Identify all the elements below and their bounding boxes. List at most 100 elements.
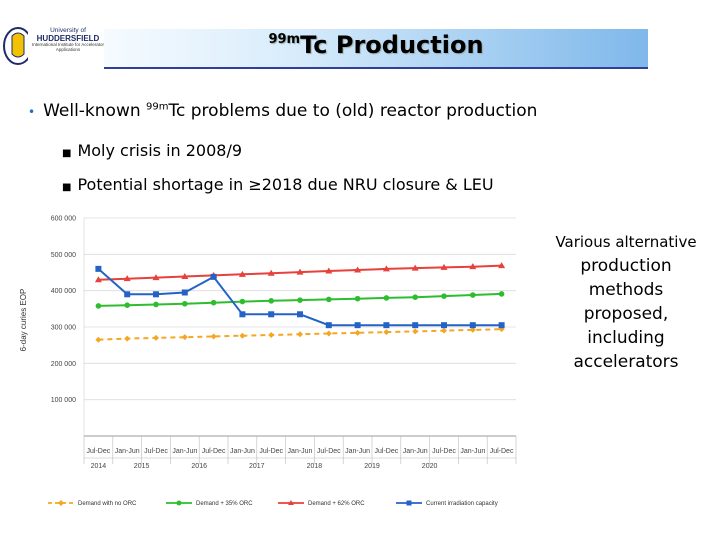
x-category-label: Jul-Dec: [87, 448, 111, 455]
logo-line-3: International Institute for Accelerator …: [31, 42, 105, 52]
data-point: [153, 291, 159, 298]
data-point: [354, 329, 361, 336]
data-point: [440, 263, 448, 270]
legend-label: Current irradiation capacity: [426, 501, 498, 507]
x-category-label: Jul-Dec: [144, 448, 168, 455]
x-year-label: 2016: [191, 463, 207, 470]
data-point: [441, 327, 447, 334]
logo-text: University of HUDDERSFIELD International…: [28, 27, 108, 53]
slide-title: 99mTc Production: [104, 31, 648, 59]
data-point: [354, 322, 361, 329]
data-point: [469, 322, 476, 329]
main-bullet-pre: Well-known: [43, 101, 147, 121]
x-axis: Jul-Dec Jan-Jun Jul-Dec Jan-Jun Jul-Dec Jan-J…: [83, 435, 517, 470]
data-point: [325, 322, 332, 329]
x-year-label: 2018: [307, 463, 323, 470]
side-note: Various alternative production methods p…: [540, 230, 712, 374]
data-point: [95, 265, 102, 272]
series-1: [95, 291, 505, 309]
data-point: [239, 311, 246, 318]
main-bullet: • Well-known 99mTc problems due to (old) …: [28, 101, 537, 121]
side-note-line: production: [580, 256, 672, 276]
data-point: [412, 322, 419, 329]
sub-bullet-2-text: Potential shortage in ≥2018 due NRU clos…: [77, 175, 494, 194]
data-point: [296, 268, 304, 275]
x-category-label: Jul-Dec: [202, 448, 226, 455]
data-point: [123, 275, 131, 282]
university-crest-icon: [3, 27, 33, 65]
data-point: [182, 300, 188, 307]
x-category-label: Jan-Jun: [403, 448, 428, 455]
y-axis-ticks: 600 000 500 000 400 000 300 000 200 000 100 0…: [51, 216, 76, 405]
y-axis-label: 6-day curies EOP: [19, 289, 28, 352]
data-point: [411, 264, 419, 271]
data-point: [382, 265, 390, 272]
x-year-label: 2015: [134, 463, 150, 470]
data-point: [124, 302, 130, 308]
x-category-label: Jan-Jun: [345, 448, 370, 455]
data-point: [268, 311, 275, 318]
side-note-line: Various alternative: [555, 233, 697, 251]
logo-line-2: HUDDERSFIELD: [36, 33, 100, 43]
y-tick-label: 400 000: [51, 288, 76, 295]
data-point: [498, 291, 505, 297]
x-category-label: Jan-Jun: [172, 448, 197, 455]
data-point: [124, 335, 131, 342]
x-category-label: Jul-Dec: [259, 448, 283, 455]
data-point: [181, 272, 189, 279]
data-point: [297, 311, 303, 318]
sub-bullet-1: ■ Moly crisis in 2008/9: [62, 141, 242, 160]
data-point: [268, 331, 275, 338]
chart-series: [94, 262, 506, 343]
data-point: [412, 328, 419, 335]
x-year-label: 2020: [422, 463, 438, 470]
data-point: [267, 269, 275, 276]
x-category-label: Jul-Dec: [432, 448, 456, 455]
data-point: [124, 291, 131, 298]
x-category-label: Jul-Dec: [317, 448, 341, 455]
sub-bullet-2: ■ Potential shortage in ≥2018 due NRU clo…: [62, 175, 494, 194]
legend-label: Demand with no ORC: [78, 501, 137, 507]
sub-bullet-1-text: Moly crisis in 2008/9: [77, 141, 243, 160]
logo-line-1: University of: [50, 27, 86, 34]
legend-label: Demand + 35% ORC: [196, 501, 253, 507]
data-point: [326, 296, 332, 303]
legend-marker: [176, 500, 182, 506]
x-year-label: 2017: [249, 463, 265, 470]
title-bar: [104, 29, 648, 69]
data-point: [297, 331, 303, 338]
university-logo: University of HUDDERSFIELD International…: [2, 24, 106, 68]
y-tick-label: 200 000: [51, 361, 76, 368]
data-point: [94, 276, 102, 283]
y-tick-label: 600 000: [51, 216, 76, 223]
data-point: [153, 334, 159, 341]
data-point: [469, 263, 477, 270]
data-point: [383, 295, 390, 301]
series-0: [95, 326, 505, 343]
data-point: [498, 326, 505, 333]
data-point: [325, 330, 332, 337]
side-note-line: including: [587, 328, 665, 348]
x-year-label: 2019: [364, 463, 380, 470]
series-3: [95, 265, 505, 329]
x-year-label: 2014: [91, 463, 107, 470]
data-point: [95, 336, 102, 343]
data-point: [153, 301, 159, 308]
data-point: [239, 298, 246, 305]
data-point: [181, 289, 188, 296]
x-category-label: Jan-Jun: [115, 448, 140, 455]
data-point: [469, 326, 476, 333]
data-point: [354, 295, 361, 302]
bullet-dot-icon: •: [28, 105, 36, 119]
main-bullet-post: Tc problems due to (old) reactor product…: [168, 101, 538, 121]
data-point: [325, 267, 333, 274]
square-bullet-icon: ■: [62, 182, 72, 193]
data-point: [412, 294, 419, 301]
data-point: [95, 303, 102, 309]
chart-legend: Demand with no ORC Demand + 35% ORC Demand…: [48, 500, 498, 507]
title-main: Tc Production: [300, 31, 484, 59]
legend-marker: [58, 500, 64, 506]
data-point: [441, 293, 447, 299]
side-note-line: proposed,: [583, 304, 669, 324]
data-point: [383, 322, 390, 329]
